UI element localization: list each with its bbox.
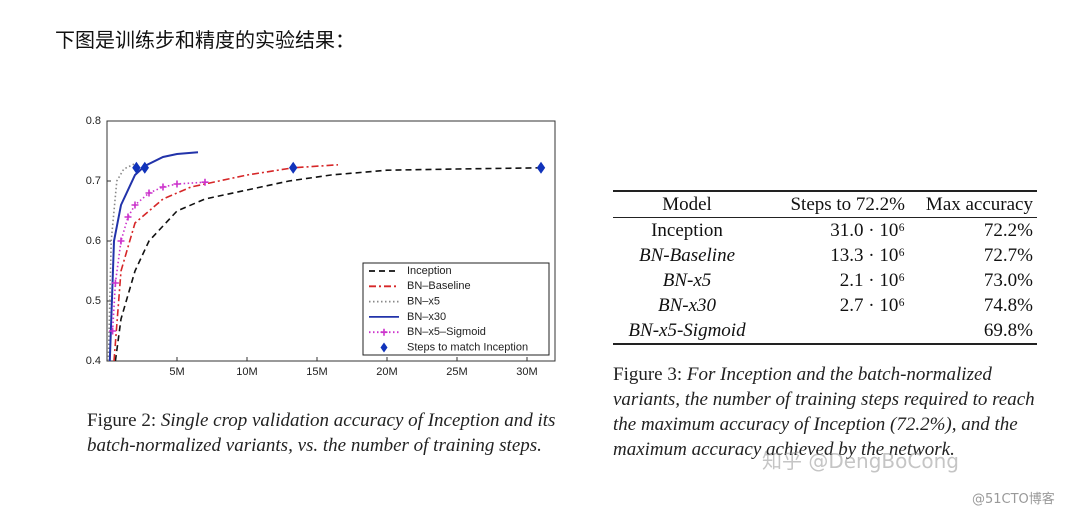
table-cell: 72.7%	[983, 245, 1033, 266]
table-cell: BN-Baseline	[638, 245, 736, 266]
marker	[117, 237, 125, 245]
marker	[289, 161, 298, 174]
x-tick-label: 5M	[169, 366, 184, 378]
y-tick-label: 0.5	[86, 295, 101, 307]
legend-label: BN–x5	[407, 296, 440, 308]
table-cell: BN-x5	[662, 270, 712, 291]
marker	[131, 201, 139, 209]
caption-label: Figure 3:	[613, 364, 683, 385]
legend-box	[362, 262, 550, 356]
marker	[124, 213, 132, 221]
marker	[132, 161, 141, 174]
series-line	[114, 167, 542, 362]
marker	[140, 161, 149, 174]
table-cell: 2.1 · 10⁶	[839, 270, 905, 291]
marker	[201, 178, 209, 186]
table-cell: 73.0%	[983, 270, 1033, 291]
table-row: Inception 31.0 · 10⁶ 72.2%	[613, 218, 1037, 244]
table-row: BN-x5 2.1 · 10⁶ 73.0%	[613, 268, 1037, 293]
y-tick-label: 0.4	[86, 355, 101, 367]
marker	[159, 183, 167, 191]
x-tick-label: 10M	[236, 366, 257, 378]
caption-text: Single crop validation accuracy of Incep…	[87, 410, 556, 456]
legend: Inception BN–Baseline BN–x5 BN–x30 BN–x5–Sig…	[362, 262, 550, 356]
x-tick-label: 30M	[516, 366, 537, 378]
table-cell	[761, 318, 909, 344]
table-row: BN-x5-Sigmoid 69.8%	[613, 318, 1037, 344]
table-cell: 2.7 · 10⁶	[839, 295, 905, 316]
legend-label: BN–x30	[407, 311, 446, 323]
heading: 下图是训练步和精度的实验结果：	[55, 28, 355, 52]
table-header: Model Steps to 72.2% Max accuracy	[613, 191, 1037, 218]
header-cell: Max accuracy	[925, 194, 1033, 215]
x-tick-label: 20M	[376, 366, 397, 378]
marker	[111, 279, 119, 287]
table-row: BN-x30 2.7 · 10⁶ 74.8%	[613, 293, 1037, 318]
caption-text: For Inception and the batch-normalized v…	[613, 364, 1035, 460]
y-tick-label: 0.6	[86, 235, 101, 247]
marker	[109, 327, 117, 335]
marker	[145, 189, 153, 197]
figure2-caption: Figure 2: Single crop validation accurac…	[87, 408, 572, 458]
figure3-caption: Figure 3: For Inception and the batch-no…	[613, 362, 1053, 462]
header-cell: Model	[662, 194, 712, 215]
x-tick-label: 25M	[446, 366, 467, 378]
table-cell: 69.8%	[983, 320, 1033, 341]
series-line	[107, 162, 137, 362]
x-tick-label: 15M	[306, 366, 327, 378]
series-line	[113, 164, 339, 362]
legend-swatch	[380, 342, 388, 353]
table-cell: 31.0 · 10⁶	[830, 220, 905, 241]
legend-label: BN–x5–Sigmoid	[407, 326, 486, 338]
marker	[536, 161, 546, 174]
table-cell: 74.8%	[983, 295, 1033, 316]
marker	[173, 180, 181, 188]
table-cell: BN-x30	[657, 295, 717, 316]
table: Model Steps to 72.2% Max accuracy Incept…	[613, 190, 1037, 345]
y-tick-label: 0.7	[86, 175, 101, 187]
legend-label: Steps to match Inception	[407, 341, 528, 353]
series-line	[108, 151, 199, 362]
table-row: BN-Baseline 13.3 · 10⁶ 72.7%	[613, 243, 1037, 268]
table-cell: 72.2%	[983, 220, 1033, 241]
watermark: @51CTO博客	[972, 492, 1055, 507]
chart: 0.4 0.5 0.6 0.7 0.8 5M 10M 15M 20M 25M 30M Inceptio…	[86, 115, 556, 378]
header-cell: Steps to 72.2%	[790, 194, 905, 215]
table-cell: BN-x5-Sigmoid	[628, 320, 746, 341]
legend-label: BN–Baseline	[407, 280, 471, 292]
table-cell: 13.3 · 10⁶	[830, 245, 905, 266]
y-tick-label: 0.8	[86, 115, 101, 127]
caption-label: Figure 2:	[87, 410, 157, 431]
legend-swatch	[380, 328, 388, 336]
table-cell: Inception	[651, 220, 723, 241]
watermark: 知乎 @DengBoCong	[762, 449, 959, 473]
legend-label: Inception	[407, 265, 452, 277]
